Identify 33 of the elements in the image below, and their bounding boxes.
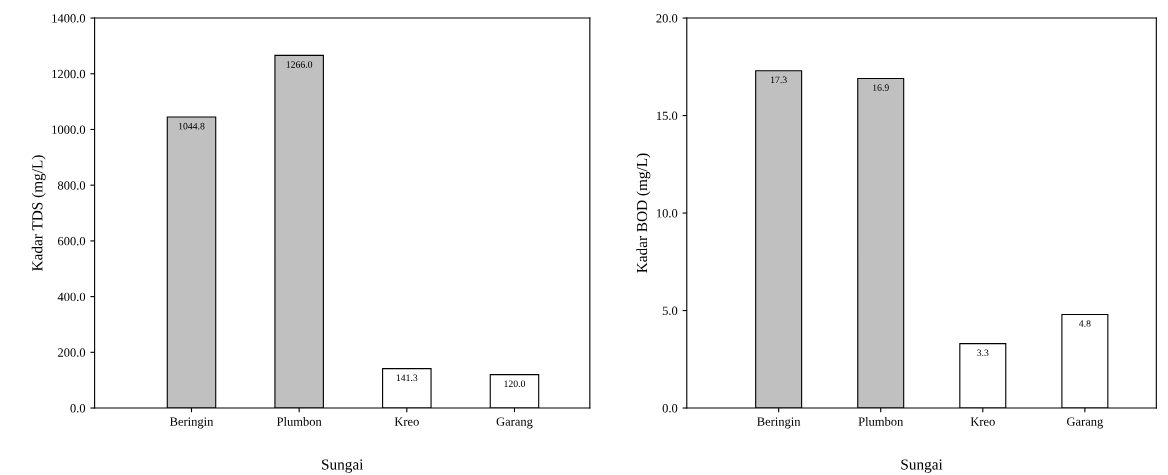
- y-tick-label: 1400.0: [52, 14, 86, 23]
- x-tick-label: Garang: [496, 417, 533, 429]
- y-tick-label: 1200.0: [52, 69, 86, 79]
- y-tick-label: 1000.0: [52, 125, 86, 134]
- x-tick-label: Kreo: [970, 417, 995, 426]
- x-tick-label: Plumbon: [858, 417, 904, 426]
- x-axis-title: Sungai: [901, 459, 943, 473]
- x-tick-label: Beringin: [169, 417, 214, 429]
- data-label: 3.3: [977, 349, 989, 357]
- y-tick-label: 0.0: [662, 404, 678, 413]
- data-label: 17.3: [771, 76, 787, 84]
- y-axis-title: Kadar BOD (mg/L): [636, 153, 651, 273]
- y-tick-label: 5.0: [662, 306, 678, 316]
- data-label: 1266.0: [286, 61, 313, 68]
- y-axis-title: Kadar TDS (mg/L): [31, 155, 46, 272]
- y-tick-label: 15.0: [656, 111, 678, 121]
- y-tick-label: 0.0: [70, 404, 86, 413]
- data-label: 120.0: [504, 380, 526, 388]
- y-tick-label: 200.0: [58, 348, 86, 357]
- x-tick-label: Plumbon: [276, 417, 322, 426]
- x-tick-label: Kreo: [394, 417, 419, 426]
- data-label: 141.3: [396, 374, 418, 382]
- x-axis-title: Sungai: [322, 459, 364, 473]
- x-tick-label: Beringin: [757, 417, 801, 429]
- data-label: 4.8: [1078, 320, 1091, 327]
- x-tick-label: Garang: [1066, 417, 1104, 429]
- y-tick-label: 10.0: [656, 209, 678, 218]
- y-tick-label: 600.0: [57, 236, 86, 246]
- y-tick-label: 20.0: [656, 14, 678, 23]
- data-label: 16.9: [873, 84, 889, 91]
- y-tick-label: 800.0: [57, 181, 86, 190]
- data-label: 1044.8: [178, 122, 205, 130]
- y-tick-label: 400.0: [57, 292, 86, 302]
